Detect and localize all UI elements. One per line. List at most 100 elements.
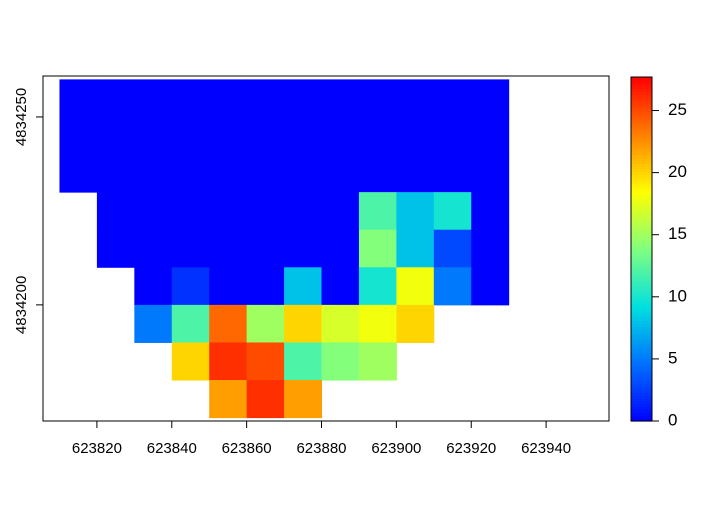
colorbar-step [631,128,652,133]
raster-cell [209,342,248,381]
colorbar-step [631,280,652,284]
colorbar-step [631,246,652,250]
raster-cell [209,229,248,268]
colorbar-step [631,260,652,264]
colorbar-step [631,194,652,198]
colorbar-step [631,174,652,178]
colorbar-step [631,251,652,256]
raster-cell [321,154,360,193]
colorbar-step [631,329,652,333]
raster-cell [246,267,285,306]
colorbar-step [631,349,652,353]
raster-cell [284,192,323,231]
colorbar-step [631,283,652,287]
raster-cell [321,79,360,118]
colorbar-step [631,185,652,190]
raster-cell [246,229,285,268]
raster-cell [134,154,173,193]
colorbar-tick-label: 20 [668,162,687,181]
raster-cell [284,304,323,343]
colorbar-step [631,85,652,90]
raster-cell [209,154,248,193]
colorbar-step [631,286,652,290]
colorbar-step [631,369,652,373]
colorbar-tick-label: 10 [668,286,687,305]
raster-cell [284,79,323,118]
colorbar-step [631,94,652,98]
colorbar-step [631,400,652,405]
colorbar-step [631,226,652,230]
colorbar-step [631,142,652,147]
colorbar-step [631,352,652,356]
raster-cell [358,192,397,231]
raster-cell [396,79,435,118]
colorbar-step [631,122,652,127]
colorbar-step [631,77,652,81]
raster-cell [246,304,285,343]
colorbar-step [631,357,652,362]
colorbar-step [631,148,652,153]
colorbar-step [631,140,652,144]
raster-cell [284,229,323,268]
colorbar-step [631,363,652,368]
raster-cell [471,154,510,193]
raster-cell [209,267,248,306]
colorbar-step [631,378,652,382]
colorbar-step [631,332,652,336]
colorbar-step [631,249,652,253]
colorbar-step [631,292,652,296]
raster-cell [284,154,323,193]
colorbar-step [631,360,652,365]
colorbar-step [631,409,652,413]
raster-cell [471,229,510,268]
raster-cell [396,154,435,193]
raster-cell [134,229,173,268]
x-tick-label: 623840 [147,440,197,457]
raster-cell [396,116,435,156]
raster-cell [396,229,435,268]
colorbar-step [631,335,652,339]
colorbar-step [631,418,652,422]
colorbar-step [631,157,652,161]
colorbar-step [631,203,652,207]
colorbar-step [631,398,652,402]
colorbar-step [631,211,652,216]
raster-cell [96,229,135,268]
colorbar-step [631,108,652,112]
colorbar-step [631,154,652,158]
colorbar-step [631,263,652,267]
raster-cell [171,267,210,306]
raster-cell [209,192,248,231]
raster-cell [171,229,210,268]
colorbar-tick-label: 5 [668,348,677,367]
raster-cell [284,267,323,306]
colorbar-step [631,266,652,270]
raster-cell [134,116,173,156]
colorbar-step [631,200,652,204]
colorbar-step [631,165,652,170]
colorbar-step [631,240,652,244]
raster-cell [96,116,135,156]
raster-cell [96,154,135,193]
raster-cell [358,154,397,193]
colorbar-step [631,389,652,393]
colorbar-step [631,214,652,219]
colorbar-step [631,223,652,227]
colorbar-step [631,125,652,130]
colorbar-step [631,337,652,342]
colorbar-step [631,312,652,316]
raster-cell [209,116,248,156]
colorbar-step [631,403,652,408]
colorbar-step [631,343,652,348]
raster-cell [246,79,285,118]
raster-cell [171,192,210,231]
colorbar-step [631,180,652,184]
raster-cell [171,342,210,381]
colorbar-step [631,171,652,176]
raster-cell [246,116,285,156]
raster-cell [433,267,472,306]
colorbar-step [631,406,652,411]
raster-cell [59,79,98,118]
x-tick-label: 623860 [222,440,272,457]
raster-cell [321,229,360,268]
